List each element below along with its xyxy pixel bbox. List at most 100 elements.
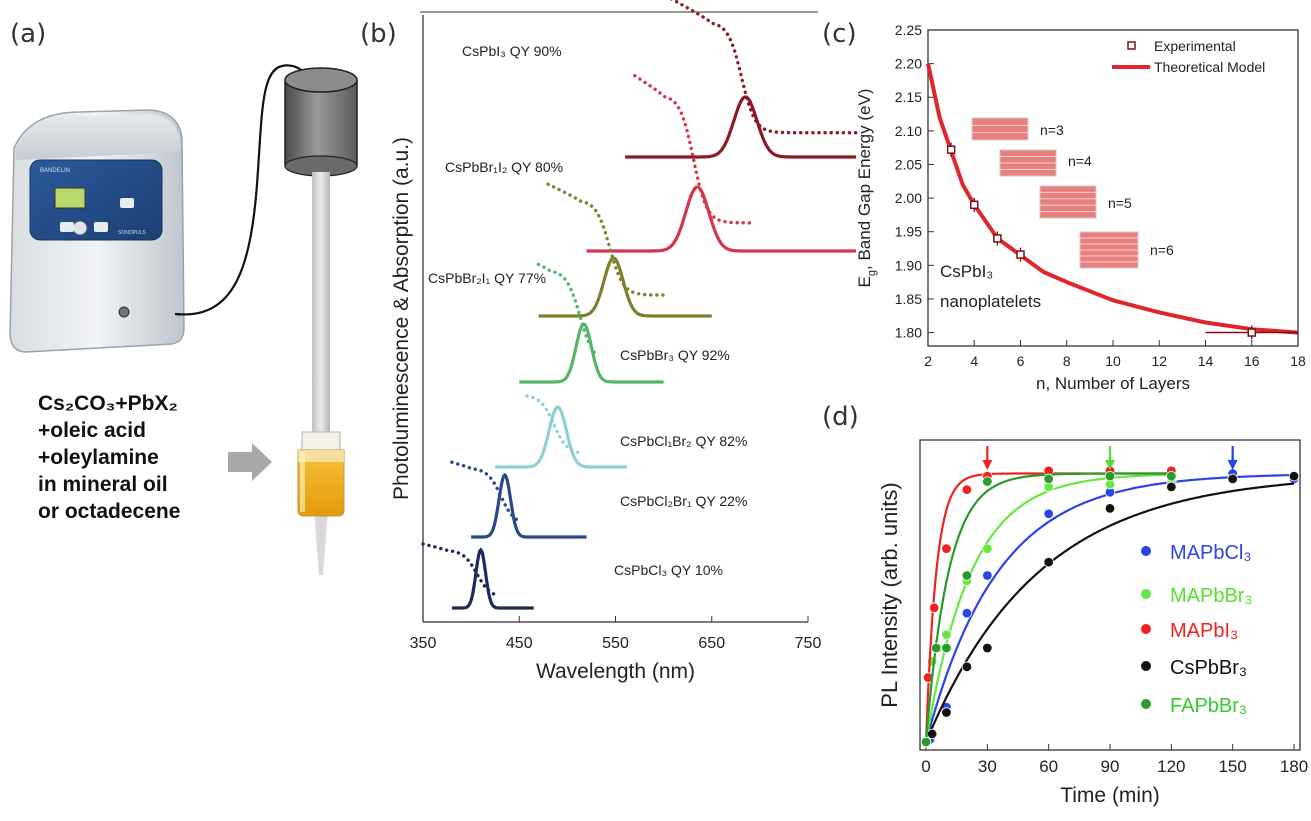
vial-headspace [298,450,344,462]
d-point-fapbbr [941,642,952,654]
d-point-cspbbr [961,661,973,673]
d-point-cspbbr [1288,470,1300,482]
recipe-line-5: or octadecene [38,500,180,523]
b-series-label-cspbbr-qy-92: CsPbBr₃ QY 92% [620,347,730,363]
c-layer-label-4: n=4 [1068,153,1092,169]
c-ytick-label: 2.05 [895,156,922,172]
instrument-socket [118,306,130,318]
d-legend-label-mapbbr: MAPbBr₃ [1170,585,1253,607]
b-absorption-cspbcl-qy-10 [421,542,497,597]
c-experimental-point [1016,250,1025,259]
d-point-fapbbr [920,736,932,748]
panel-a-label: (a) [10,19,46,49]
d-point-mapbcl [1043,508,1054,519]
instrument-button-mid [94,222,108,232]
panel-c-label: (c) [822,19,857,49]
d-x-axis-title: Time (min) [1060,784,1160,807]
c-xtick-label: 12 [1151,353,1167,369]
d-point-mapbbr [982,543,993,554]
b-x-axis-title: Wavelength (nm) [536,660,695,683]
d-point-cspbbr [1227,473,1238,485]
d-point-fapbbr [1043,473,1054,485]
c-layer-label-5: n=5 [1108,195,1132,211]
b-xtick-label: 350 [410,635,437,652]
b-absorption-cspbbr-qy-92 [536,262,598,357]
b-absorption-cspbcl-br-qy-82 [525,394,584,455]
c-annotation-compound: CsPbI₃ [940,262,993,281]
c-legend-marker-experimental [1127,41,1136,50]
recipe-line-4: in mineral oil [38,473,168,496]
c-nanoplatelet-block [971,117,1029,141]
d-xtick-label: 60 [1039,757,1058,776]
d-point-cspbbr [982,642,993,654]
d-point-cspbbr [1043,556,1054,568]
d-arrow-head [1105,460,1115,470]
panel-c: (c) 2 4 6 8 10 12 14 16 18 1.80 1.85 1.90 1.95 2.00 2.… [822,19,1306,393]
d-point-cspbbr [926,728,938,740]
d-legend-marker-fapbbr [1141,699,1151,709]
b-pl-spectrum-cspbcl-br-qy-22 [471,472,587,539]
instrument-knob [72,220,88,236]
d-arrow-head [982,460,993,470]
panel-a: (a) BANDELIN SONOPULS [9,19,358,575]
d-point-mapbcl [961,607,973,619]
reaction-vial [297,431,345,517]
d-point-mapbcl [982,570,993,581]
b-series-label-cspbcl-br-qy-82: CsPbCl₁Br₂ QY 82% [620,433,747,449]
d-y-axis-title: PL Intensity (arb. units) [877,482,902,707]
c-ytick-label: 1.95 [895,224,922,240]
b-absorption-cspbcl-br-qy-22 [450,460,521,523]
vial-cap [301,431,341,451]
c-layer-label-6: n=6 [1150,242,1174,258]
b-pl-spectrum-cspbcl-br-qy-82 [495,405,627,469]
recipe-line-1: Cs₂CO₃+PbX₂ [38,392,178,415]
c-ytick-label: 2.15 [895,89,922,105]
process-arrow [228,443,272,481]
c-experimental-point [1247,328,1256,337]
d-legend-marker-cspbbr [1141,661,1151,671]
d-legend-label-fapbbr: FAPbBr₃ [1170,695,1247,717]
c-annotation-nanoplatelets: nanoplatelets [940,292,1041,311]
c-xtick-label: 10 [1105,353,1121,369]
d-point-cspbbr [1166,481,1177,493]
b-series-label-cspbcl-qy-10: CsPbCl₃ QY 10% [614,562,723,578]
b-pl-spectrum-cspbbr-i-qy-77 [538,256,712,318]
c-ytick-label: 2.25 [895,22,922,38]
d-point-cspbbr [1104,503,1116,514]
c-x-axis-title: n, Number of Layers [1036,374,1190,393]
d-legend-marker-mapbbr [1141,589,1151,599]
panel-d: (d) 0 30 60 90 120 150 180 Time (min) PL Intensi… [822,402,1308,807]
instrument-control-panel [29,159,163,241]
b-pl-spectrum-cspbi-qy-90 [625,95,857,159]
vial-highlight [300,452,305,512]
transducer-top [284,67,358,93]
b-xtick-label: 750 [795,635,822,652]
b-y-axis-title: Photoluminescence & Absorption (a.u.) [390,137,413,500]
instrument-display [54,187,86,209]
c-y-title-sub: g [866,270,878,276]
vial-liquid [297,449,345,517]
d-point-mapbi [928,602,940,613]
spectra-plot: 350 450 550 650 750 Wavelength (nm) Photolumin… [390,0,858,683]
d-point-mapbi [941,543,952,554]
d-point-mapbi [961,484,973,495]
d-legend-label-mapbi: MAPbI₃ [1170,620,1238,642]
c-nanoplatelet-block [1039,185,1097,219]
c-experimental-point [993,234,1002,243]
b-series-label-cspbi-qy-90: CsPbI₃ QY 90% [462,43,562,59]
d-xtick-label: 120 [1157,757,1185,776]
pl-kinetics-plot: 0 30 60 90 120 150 180 Time (min) PL Intensity (… [877,439,1308,807]
c-ytick-label: 1.80 [895,325,922,341]
instrument-button-right [120,198,134,208]
b-xtick-label: 650 [698,635,725,652]
c-ytick-label: 2.00 [895,190,922,206]
c-legend-experimental: Experimental [1154,38,1236,54]
c-xtick-label: 16 [1244,353,1260,369]
sonicator-instrument: BANDELIN SONOPULS [9,109,185,353]
c-xtick-label: 18 [1290,353,1306,369]
b-series-label-cspbbr-i-qy-77: CsPbBr₂I₁ QY 77% [428,270,546,286]
panel-d-label: (d) [822,402,859,432]
panel-b: (b) 350 450 550 650 750 Wavelength (nm) Photol… [360,0,858,683]
c-experimental-point [970,200,979,210]
transducer-housing [284,79,358,167]
